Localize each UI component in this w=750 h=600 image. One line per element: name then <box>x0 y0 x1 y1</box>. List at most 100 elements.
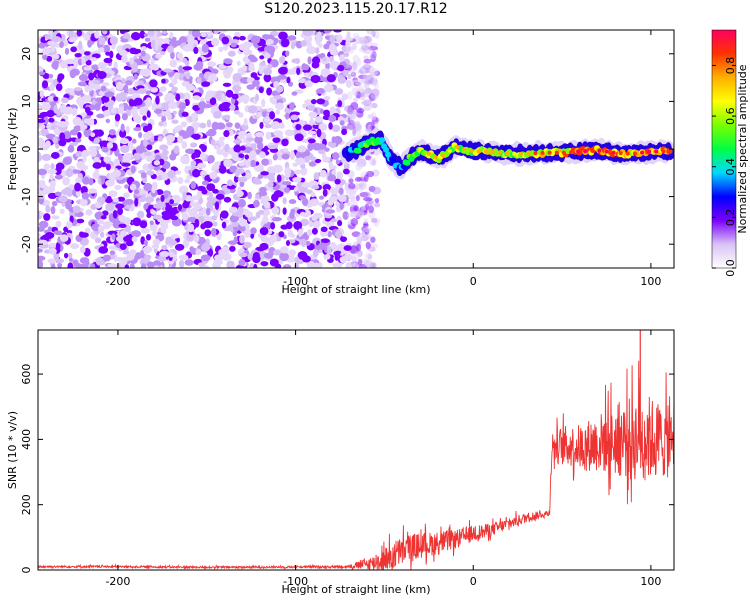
noise-blob <box>117 153 123 162</box>
noise-blob <box>266 45 276 54</box>
noise-blob <box>213 105 220 111</box>
noise-blob <box>90 64 100 71</box>
noise-blob <box>213 110 222 119</box>
noise-blob <box>182 239 190 248</box>
noise-blob <box>328 122 333 130</box>
noise-blob <box>293 220 303 230</box>
noise-blob <box>188 30 193 35</box>
noise-blob <box>77 58 83 66</box>
noise-blob <box>121 162 131 167</box>
noise-blob <box>351 43 358 51</box>
noise-blob <box>79 231 84 236</box>
noise-blob <box>44 232 55 239</box>
signal-peak <box>640 150 645 155</box>
noise-blob <box>59 41 64 49</box>
noise-blob <box>47 226 52 232</box>
noise-blob <box>169 251 174 258</box>
noise-blob <box>334 88 344 95</box>
signal-peak <box>632 151 637 156</box>
noise-blob <box>85 106 91 114</box>
noise-blob <box>204 229 212 237</box>
noise-blob <box>106 142 114 149</box>
noise-blob <box>292 162 298 167</box>
signal-peak <box>590 148 595 153</box>
noise-blob <box>38 226 45 232</box>
noise-blob <box>167 101 178 110</box>
noise-blob <box>311 56 321 65</box>
noise-blob <box>119 243 127 250</box>
noise-blob <box>105 203 115 212</box>
noise-blob <box>76 218 85 224</box>
noise-blob <box>184 178 191 184</box>
noise-blob <box>94 201 101 208</box>
signal-peak <box>668 149 673 154</box>
noise-blob <box>269 111 276 120</box>
noise-blob <box>233 109 240 115</box>
noise-blob <box>115 81 124 91</box>
noise-blob <box>347 73 352 80</box>
noise-blob <box>304 80 313 88</box>
colorbar-tick-label: 0.8 <box>724 57 737 75</box>
noise-blob <box>255 193 260 199</box>
noise-blob <box>161 171 169 181</box>
noise-blob <box>302 30 313 37</box>
noise-blob <box>229 214 240 223</box>
noise-blob <box>129 262 135 268</box>
noise-blob <box>237 186 242 194</box>
colorbar-tick-label: 0.4 <box>724 158 737 176</box>
noise-blob <box>188 208 198 218</box>
noise-blob <box>342 52 350 58</box>
noise-blob <box>226 260 235 268</box>
noise-blob <box>292 176 302 183</box>
noise-blob <box>352 73 357 78</box>
noise-blob <box>326 245 332 255</box>
noise-blob <box>370 217 378 223</box>
noise-blob <box>63 39 69 47</box>
noise-blob <box>153 160 161 166</box>
noise-blob <box>169 153 177 161</box>
noise-blob <box>246 84 255 90</box>
noise-blob <box>131 138 137 144</box>
noise-blob <box>294 57 301 65</box>
noise-blob <box>290 208 296 215</box>
noise-blob <box>318 123 328 132</box>
noise-blob <box>314 158 322 163</box>
noise-blob <box>336 243 347 253</box>
noise-blob <box>348 182 356 190</box>
noise-blob <box>334 178 341 185</box>
noise-blob <box>131 236 138 243</box>
noise-blob <box>216 148 225 155</box>
noise-blob <box>133 189 140 195</box>
noise-blob <box>50 263 56 268</box>
noise-blob <box>100 215 107 220</box>
noise-blob <box>71 107 78 117</box>
noise-blob <box>138 131 143 139</box>
noise-blob <box>53 62 59 71</box>
noise-blob <box>317 242 327 251</box>
noise-blob <box>39 90 45 98</box>
noise-blob <box>59 104 67 113</box>
noise-blob <box>78 96 86 105</box>
noise-blob <box>361 43 367 48</box>
signal-core <box>404 159 411 166</box>
chart-title: S120.2023.115.20.17.R12 <box>264 1 448 17</box>
noise-blob <box>75 138 82 143</box>
noise-blob <box>159 221 168 227</box>
noise-blob <box>77 131 82 139</box>
noise-blob <box>220 210 229 219</box>
noise-blob <box>38 42 46 49</box>
noise-blob <box>101 30 108 35</box>
noise-blob <box>331 169 337 176</box>
noise-blob <box>334 253 339 261</box>
noise-blob <box>90 132 96 137</box>
noise-blob <box>225 122 233 128</box>
noise-blob <box>201 180 209 186</box>
noise-blob <box>362 191 371 198</box>
noise-blob <box>94 30 100 39</box>
noise-blob <box>218 165 224 172</box>
noise-blob <box>211 215 218 221</box>
signal-peak <box>597 148 602 153</box>
noise-blob <box>259 227 269 236</box>
noise-blob <box>320 238 330 244</box>
noise-blob <box>209 68 219 75</box>
